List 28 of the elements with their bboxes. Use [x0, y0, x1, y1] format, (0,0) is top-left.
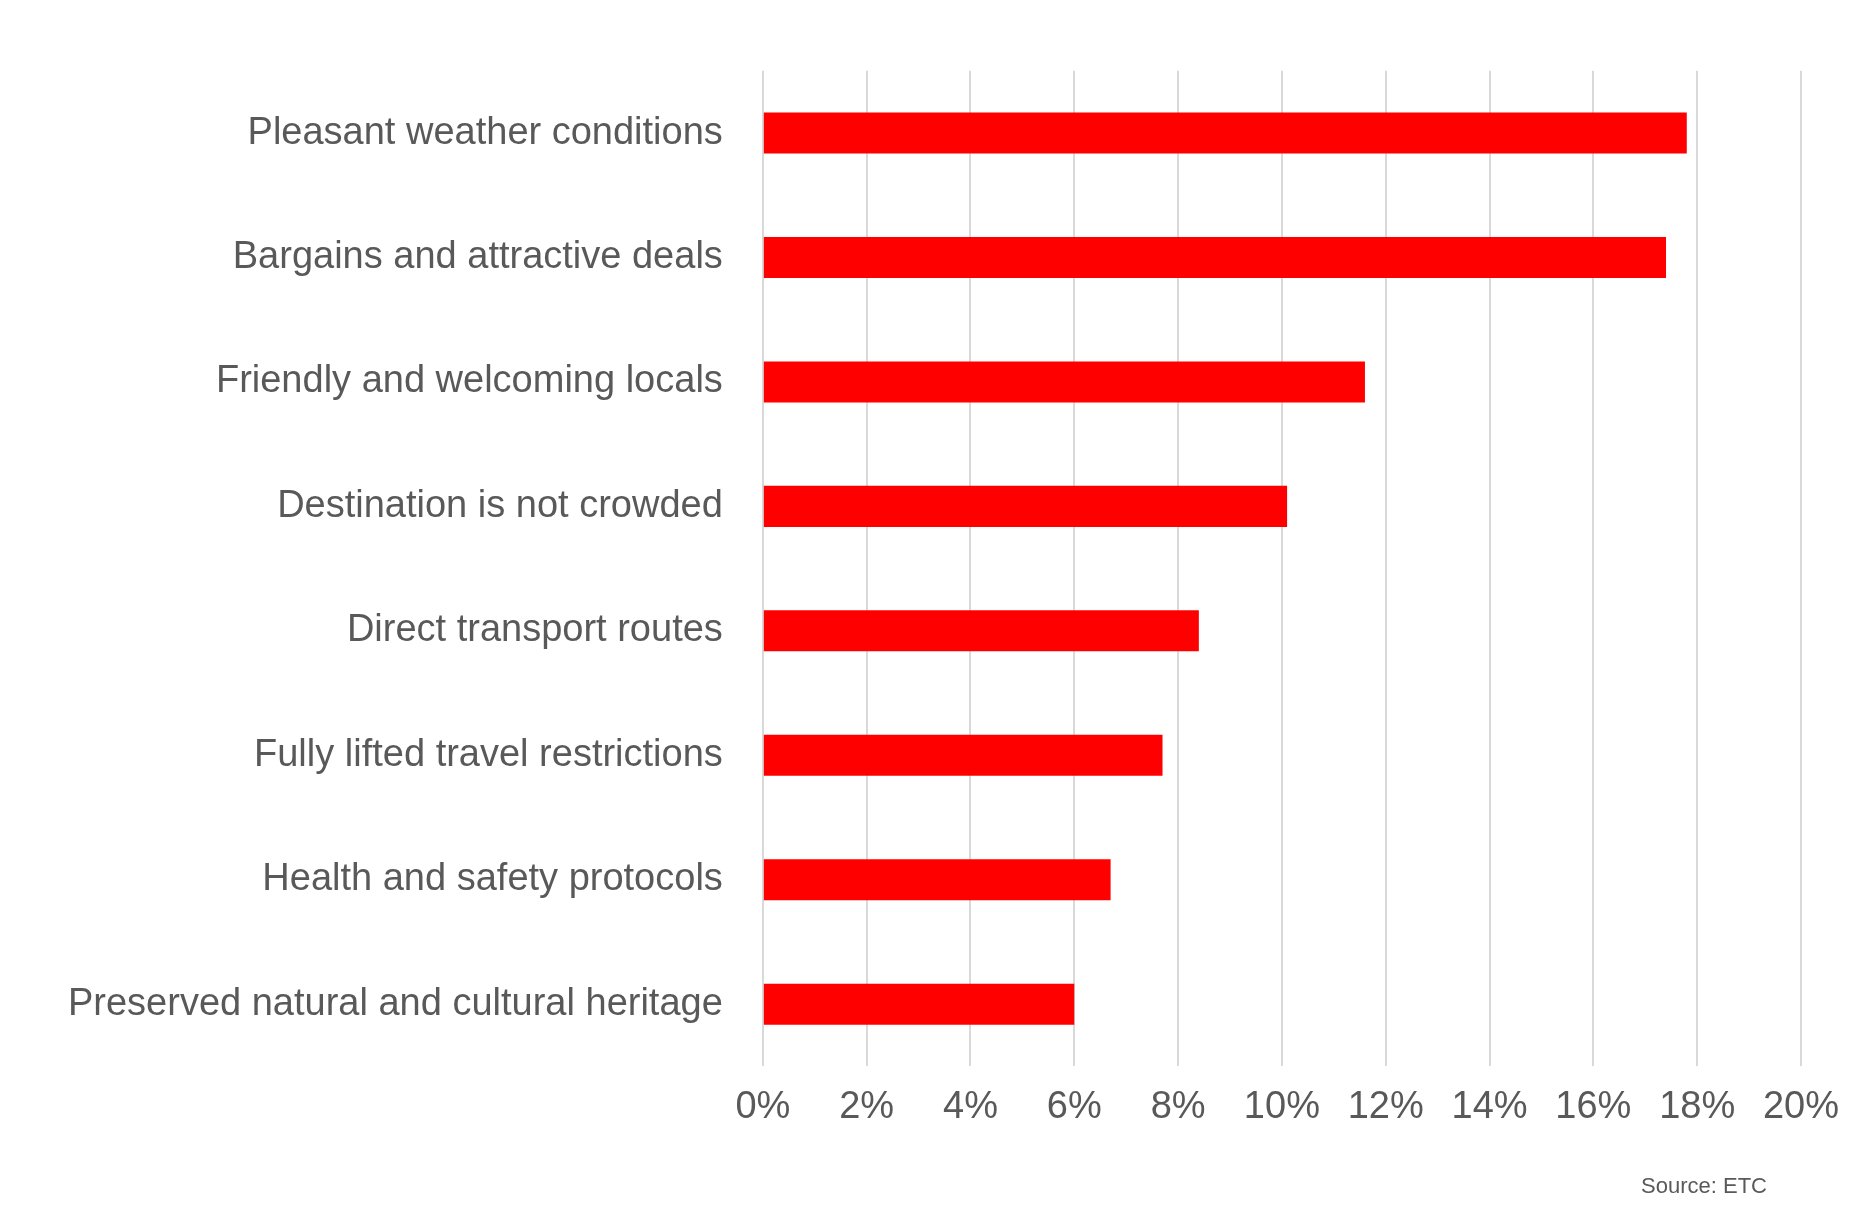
- x-tick-label: 16%: [1555, 1083, 1632, 1126]
- x-tick-label: 2%: [839, 1083, 895, 1126]
- bar: [763, 485, 1288, 527]
- x-tick-label: 18%: [1659, 1083, 1736, 1126]
- y-tick-label: Health and safety protocols: [262, 856, 723, 899]
- bar: [763, 983, 1075, 1025]
- y-tick-label: Friendly and welcoming locals: [215, 358, 723, 401]
- y-tick-label: Pleasant weather conditions: [247, 109, 723, 152]
- x-tick-label: 6%: [1046, 1083, 1102, 1126]
- y-tick-label: Direct transport routes: [346, 607, 723, 650]
- bar: [763, 236, 1667, 279]
- x-tick-label: 20%: [1762, 1083, 1839, 1126]
- y-tick-label: Fully lifted travel restrictions: [254, 731, 723, 774]
- x-tick-label: 8%: [1150, 1083, 1206, 1126]
- bar: [763, 361, 1365, 403]
- x-tick-label: 4%: [943, 1083, 998, 1126]
- x-tick-label: 10%: [1243, 1083, 1320, 1126]
- y-tick-label: Destination is not crowded: [277, 482, 723, 525]
- bar: [763, 859, 1111, 901]
- y-tick-label: Bargains and attractive deals: [232, 233, 723, 276]
- x-tick-label: 14%: [1451, 1083, 1528, 1126]
- bar: [763, 610, 1199, 652]
- y-tick-label: Preserved natural and cultural heritage: [67, 980, 723, 1023]
- source-note: Source: ETC: [1641, 1173, 1768, 1199]
- x-tick-label: 12%: [1347, 1083, 1424, 1126]
- x-tick-label: 0%: [735, 1083, 791, 1126]
- bar: [763, 112, 1687, 154]
- bar: [763, 734, 1163, 776]
